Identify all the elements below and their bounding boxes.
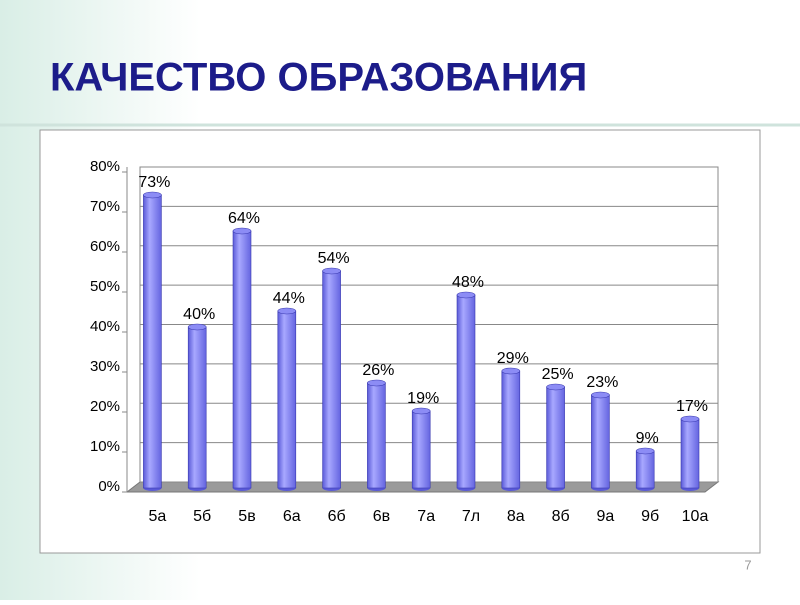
bar-cap [591,391,610,399]
bar-cap [143,191,162,199]
x-tick-label: 8а [507,508,525,525]
bar [232,230,252,489]
value-label: 54% [318,250,350,267]
value-label: 17% [676,398,708,415]
value-label: 19% [407,390,439,407]
value-label: 44% [273,290,305,307]
bar [546,386,565,489]
x-tick-label: 8б [552,508,570,525]
value-label: 64% [228,210,260,227]
bar [411,410,431,489]
bar-cap [635,447,655,455]
x-tick-label: 9б [641,508,659,525]
x-tick-label: 5б [193,508,211,525]
x-tick-label: 5в [238,508,255,525]
value-label: 48% [452,274,484,291]
bar-cap [456,291,476,299]
x-tick-label: 6а [283,508,301,525]
y-tick-label: 30% [90,358,120,375]
slide-title: КАЧЕСТВО ОБРАЗОВАНИЯ [50,56,587,100]
y-tick-label: 10% [90,438,120,455]
y-tick-label: 20% [90,398,120,415]
bar-cap [411,407,431,415]
bar-cap [501,367,521,375]
bar [367,382,386,489]
value-label: 9% [636,430,659,447]
x-tick-label: 6б [328,508,346,525]
bar [187,326,207,489]
bar [591,394,610,489]
y-tick-label: 60% [90,238,120,255]
y-tick-label: 50% [90,278,120,295]
y-tick-label: 40% [90,318,120,335]
bar [680,418,700,489]
y-tick-label: 70% [90,198,120,215]
x-tick-label: 9а [597,508,615,525]
x-tick-label: 6в [373,508,390,525]
bar [456,294,476,489]
x-tick-label: 7л [462,508,480,525]
y-tick-label: 80% [90,158,120,175]
bar-cap [187,323,207,331]
bar-cap [232,227,252,235]
value-label: 26% [362,362,394,379]
x-tick-label: 5а [149,508,167,525]
value-label: 40% [183,306,215,323]
bar [635,450,655,489]
y-tick-label: 0% [98,478,120,495]
bar [277,310,297,489]
bar [501,370,521,489]
bar-cap [546,383,565,391]
bar [322,270,341,489]
value-label: 29% [497,350,529,367]
bar-cap [277,307,297,315]
value-label: 73% [138,174,170,191]
bar [143,194,162,489]
value-label: 23% [586,374,618,391]
value-label: 25% [542,366,574,383]
bar-cap [680,415,700,423]
page-number: 7 [744,557,751,572]
bar-cap [322,267,341,275]
bar-cap [367,379,386,387]
x-tick-label: 10а [682,508,709,525]
x-tick-label: 7а [417,508,435,525]
